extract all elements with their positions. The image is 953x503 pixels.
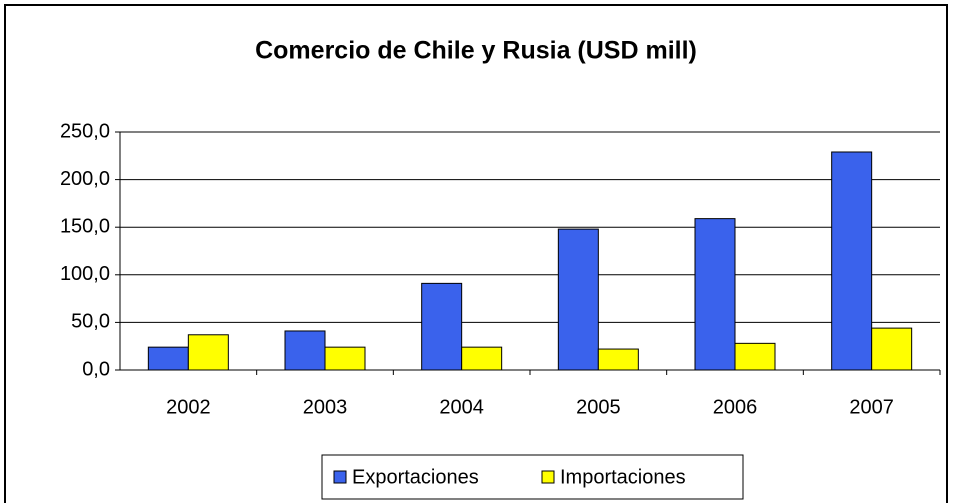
bar [694, 218, 736, 371]
y-tick-label: 150,0 [60, 215, 110, 237]
bar [421, 282, 463, 371]
x-tick-label: 2003 [303, 396, 348, 418]
bar [557, 228, 599, 371]
bar [734, 342, 776, 371]
bar [871, 327, 913, 371]
bar [461, 346, 503, 371]
x-tick-label: 2007 [849, 396, 894, 418]
y-tick-label: 250,0 [60, 120, 110, 142]
y-tick-label: 100,0 [60, 263, 110, 285]
chart-title: Comercio de Chile y Rusia (USD mill) [255, 37, 697, 65]
legend-label: Exportaciones [352, 466, 479, 488]
x-tick-label: 2002 [166, 396, 211, 418]
legend-box [321, 454, 744, 500]
bar [187, 334, 229, 371]
legend-swatch [333, 470, 347, 484]
legend-label: Importaciones [560, 466, 686, 488]
bar [284, 330, 326, 371]
y-tick-label: 50,0 [71, 311, 110, 333]
bar [147, 346, 189, 371]
y-tick-label: 200,0 [60, 168, 110, 190]
x-tick-label: 2004 [439, 396, 484, 418]
chart-border [4, 4, 948, 503]
legend-swatch [541, 470, 555, 484]
bar [324, 346, 366, 371]
y-tick-label: 0,0 [82, 358, 110, 380]
x-tick-label: 2006 [713, 396, 758, 418]
bar [597, 348, 639, 371]
x-tick-label: 2005 [576, 396, 621, 418]
bar [831, 151, 873, 371]
